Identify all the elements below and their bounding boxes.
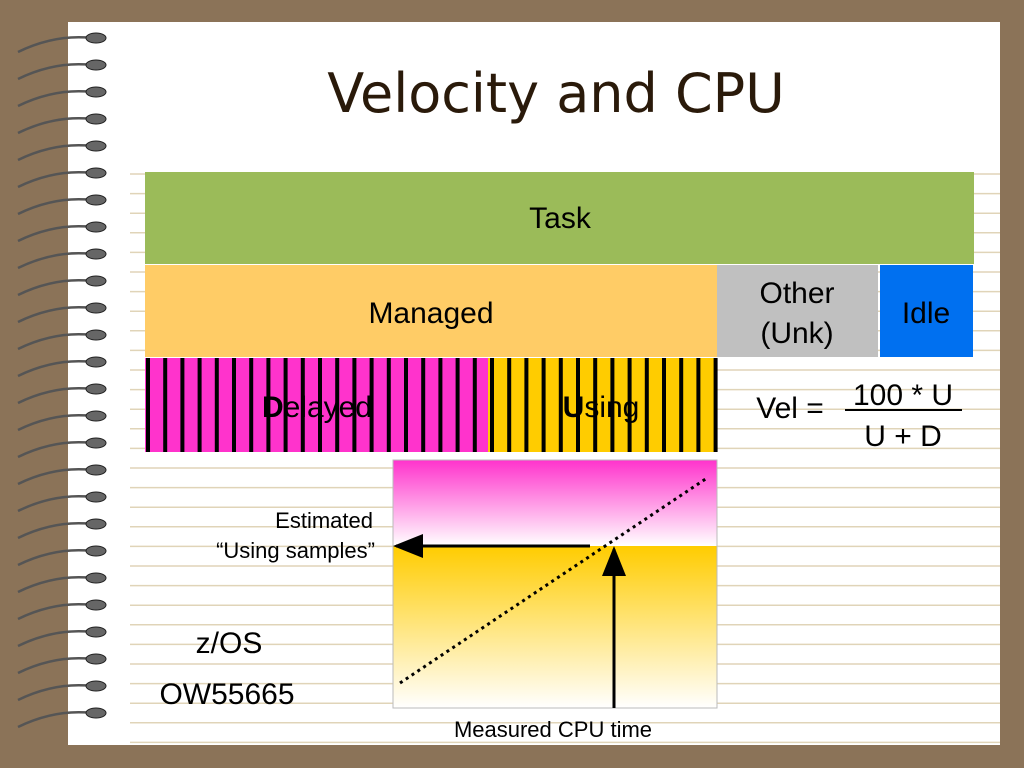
coil-end [85,464,107,476]
delayed-block [145,358,488,452]
coil-end [85,140,107,152]
trend-line [399,476,708,685]
coil-end [85,221,107,233]
coil-wire [17,630,93,648]
coil-end [85,572,107,584]
coil-wire [17,171,93,189]
delayed-rest: elayed [284,391,372,424]
estimated-label: Estimated [275,508,373,533]
coil-end [85,248,107,260]
graph-frame [392,459,718,709]
coil-end [85,113,107,125]
delayed-initial: D [262,391,284,424]
formula-numerator: 100 * U [853,379,953,412]
coil-wire [17,333,93,351]
coil-end [85,680,107,692]
formula-lhs: Vel = [756,392,824,425]
coil-end [85,653,107,665]
coil-wire [17,279,93,297]
system-label: z/OS [196,627,263,660]
coil-wire [17,252,93,270]
coil-end [85,167,107,179]
delayed-region [393,460,717,546]
coil-end [85,707,107,719]
coil-wire [17,657,93,675]
coil-wire [17,603,93,621]
coil-wire [17,684,93,702]
apar-label: OW55665 [159,678,294,711]
coil-wire [17,360,93,378]
idle-block [880,265,973,357]
coil-wire [17,468,93,486]
coil-end [85,275,107,287]
coil-end [85,437,107,449]
coil-wire [17,306,93,324]
other-label: Other [759,277,834,310]
coil-wire [17,387,93,405]
coil-end [85,626,107,638]
coil-end [85,410,107,422]
coil-end [85,32,107,44]
spiral-binding [17,32,107,729]
coil-wire [17,549,93,567]
coil-wire [17,576,93,594]
managed-block [145,265,717,357]
coil-end [85,518,107,530]
coil-wire [17,711,93,729]
coil-wire [17,90,93,108]
formula-denominator: U + D [864,420,942,453]
using-region [393,546,717,708]
coil-wire [17,441,93,459]
coil-wire [17,198,93,216]
coil-wire [17,495,93,513]
coil-wire [17,414,93,432]
coil-end [85,86,107,98]
task-block [145,172,974,264]
coil-end [85,194,107,206]
other-block [717,265,878,357]
coil-end [85,599,107,611]
coil-end [85,302,107,314]
x-axis-label: Measured CPU time [454,717,652,742]
title: Velocity and CPU [327,62,785,125]
coil-end [85,356,107,368]
coil-wire [17,36,93,54]
coil-wire [17,117,93,135]
using-samples-label: “Using samples” [216,538,375,563]
coil-end [85,329,107,341]
coil-end [85,59,107,71]
coil-end [85,491,107,503]
coil-wire [17,522,93,540]
idle-label: Idle [902,297,950,330]
coil-end [85,545,107,557]
coil-end [85,383,107,395]
managed-label: Managed [368,297,493,330]
using-initial: U [563,391,585,424]
coil-wire [17,225,93,243]
coil-wire [17,144,93,162]
task-label: Task [529,202,592,235]
other-sub-label: (Unk) [760,317,833,350]
coil-wire [17,63,93,81]
stripes [146,358,718,452]
